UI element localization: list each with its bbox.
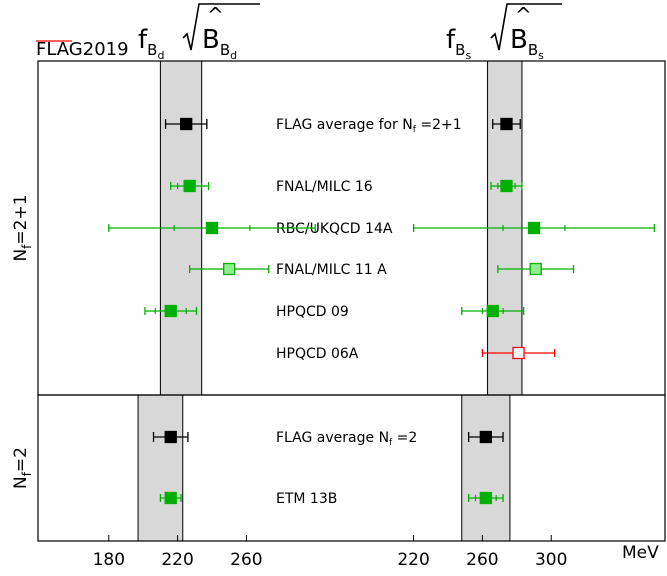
- average-bands: [137, 60, 523, 542]
- data-point-bd: [170, 179, 210, 193]
- group-label-nf-2: Nf=2: [11, 447, 34, 489]
- data-marker: [180, 117, 193, 131]
- x-tick-label: 260: [466, 550, 498, 570]
- data-marker: [486, 304, 499, 318]
- row-label: RBC/UKQCD 14A: [276, 221, 393, 237]
- data-point-bd: [152, 430, 189, 444]
- data-point-bs: [492, 117, 521, 131]
- x-tick-label: 300: [535, 550, 567, 570]
- row-label: ETM 13B: [276, 491, 337, 507]
- panel-title-bs: fBs BBs ^: [446, 3, 562, 62]
- row-label: HPQCD 09: [276, 304, 349, 320]
- data-marker: [479, 430, 492, 444]
- svg-text:BBs: BBs: [510, 25, 544, 62]
- average-band: [461, 394, 511, 542]
- average-band: [137, 394, 184, 542]
- svg-text:^: ^: [207, 3, 224, 27]
- data-point-bs: [412, 221, 656, 235]
- data-marker: [527, 221, 541, 235]
- svg-text:fBd: fBd: [138, 25, 164, 62]
- x-tick-label: 180: [93, 550, 125, 570]
- data-point-bs: [467, 491, 504, 505]
- data-marker: [164, 430, 177, 444]
- svg-text:fBs: fBs: [446, 25, 471, 62]
- data-marker: [479, 491, 492, 505]
- data-point-bs: [467, 430, 504, 444]
- data-point-bd: [164, 117, 208, 131]
- data-marker: [223, 262, 236, 276]
- data-point-bd: [108, 221, 316, 235]
- panel-frames: [37, 60, 666, 542]
- row-label: FNAL/MILC 11 A: [276, 262, 387, 278]
- data-point-bd: [188, 262, 270, 276]
- x-tick-label: 220: [161, 550, 193, 570]
- row-label: HPQCD 06A: [276, 346, 359, 362]
- data-point-bs: [481, 346, 556, 360]
- data-marker: [205, 221, 219, 235]
- data-marker: [500, 179, 513, 193]
- data-marker: [164, 491, 177, 505]
- row-label: FLAG average Nf =2: [276, 430, 417, 448]
- x-tick-label: 260: [230, 550, 262, 570]
- unit-label: MeV: [622, 543, 659, 563]
- data-point-bs: [490, 179, 523, 193]
- data-point-bs: [461, 304, 525, 318]
- data-point-bs: [497, 262, 575, 276]
- data-marker: [512, 346, 525, 360]
- group-label-nf-2p1: Nf=2+1: [11, 194, 34, 261]
- svg-text:BBd: BBd: [202, 25, 237, 62]
- data-marker: [500, 117, 513, 131]
- row-label: FLAG average for Nf =2+1: [276, 117, 462, 135]
- row-labels: FLAG average for Nf =2+1 FNAL/MILC 16 RBC/…: [276, 117, 462, 507]
- x-tick-label: 220: [397, 550, 429, 570]
- panel-nf-2-frame: [37, 394, 666, 542]
- panel-title-bd: fBd BBd ^: [138, 3, 260, 62]
- data-marker: [529, 262, 542, 276]
- data-point-bd: [144, 304, 198, 318]
- data-point-bd: [159, 491, 182, 505]
- watermark: FLAG2019: [36, 39, 129, 60]
- row-label: FNAL/MILC 16: [276, 179, 373, 195]
- x-axis: MeV 180 220 260 220 260 300: [93, 535, 659, 570]
- data-marker: [164, 304, 177, 318]
- svg-text:^: ^: [515, 3, 532, 27]
- data-marks: [108, 117, 656, 505]
- data-marker: [183, 179, 196, 193]
